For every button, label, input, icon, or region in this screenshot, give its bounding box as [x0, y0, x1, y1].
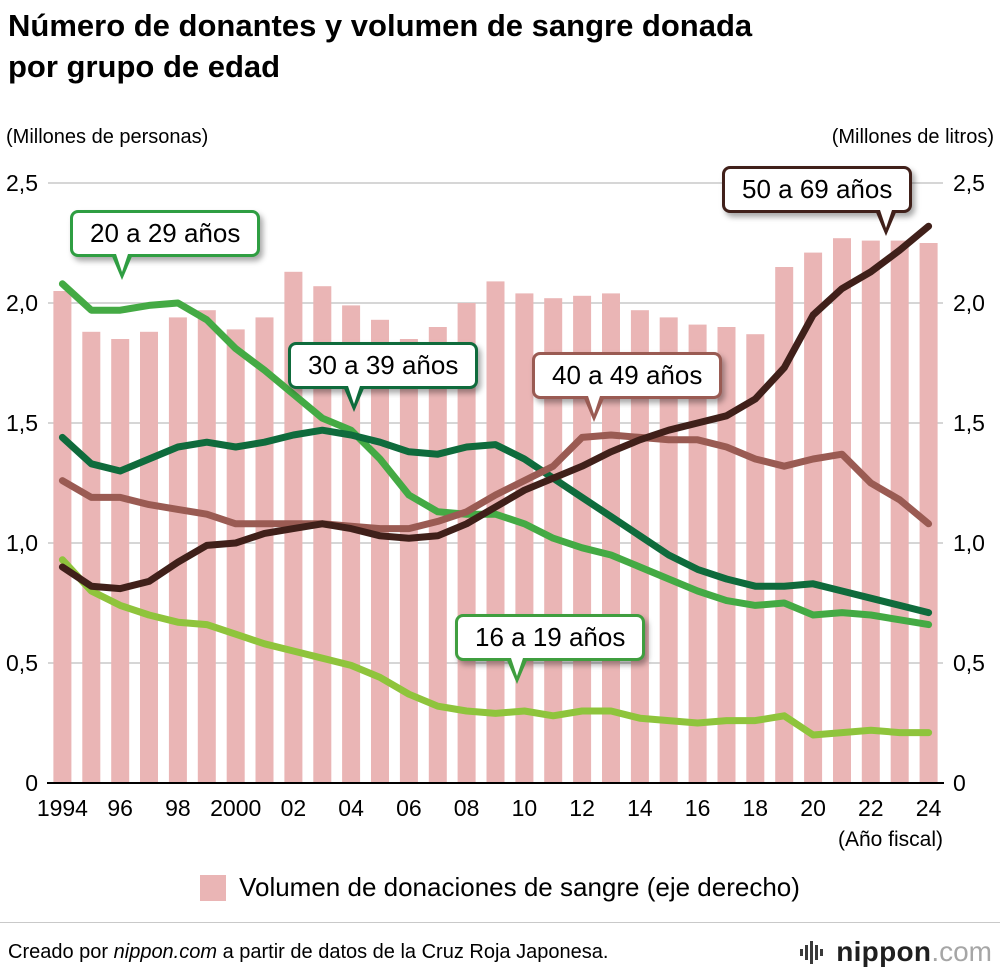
y-axis-label-left: 0	[25, 770, 38, 796]
x-axis-label: 10	[512, 795, 538, 821]
logo-text: nippon	[836, 936, 932, 967]
chart-title-line2: por grupo de edad	[8, 48, 281, 84]
volume-bar	[371, 319, 389, 783]
callout-40-a-49-años: 40 a 49 años	[532, 352, 723, 422]
x-axis-label: 02	[281, 795, 307, 821]
x-axis-label: 14	[627, 795, 653, 821]
x-axis-label: 06	[396, 795, 422, 821]
volume-bar	[804, 252, 823, 784]
x-axis-label: 2000	[210, 795, 261, 821]
volume-bar	[833, 238, 851, 783]
x-axis-label: 96	[107, 795, 133, 821]
x-axis-label: 20	[800, 795, 826, 821]
source-text: Creado por nippon.com a partir de datos …	[8, 941, 608, 964]
waveform-icon	[800, 941, 824, 964]
grid-and-y-labels: 0 0 0,5 0,5 1,0 1,0 1,5 1,5 2,0 2,0 2,5 2,5	[6, 170, 985, 796]
x-axis-label: 12	[569, 795, 595, 821]
x-axis-label: 1994	[37, 795, 88, 821]
source-site: nippon.com	[113, 940, 218, 963]
x-axis-label: 22	[858, 795, 884, 821]
legend: Volumen de donaciones de sangre (eje der…	[0, 872, 1000, 903]
source-suffix: a partir de datos de la Cruz Roja Japone…	[217, 940, 609, 963]
chart-area: 0 0 0,5 0,5 1,0 1,0 1,5 1,5 2,0 2,0 2,5 2,5 1994 96 98…	[0, 158, 1000, 858]
footer: Creado por nippon.com a partir de datos …	[0, 932, 1000, 972]
volume-bar	[746, 334, 765, 783]
x-axis-labels: 1994 96 98 2000 02 04 06 08 10 12 14 16 18 20 22 24	[37, 795, 942, 821]
volume-bar	[140, 331, 158, 783]
y-axis-label-right: 0	[953, 770, 966, 796]
callout-50-a-69-años: 50 a 69 años	[722, 166, 913, 236]
x-axis-label: 18	[743, 795, 769, 821]
y-axis-label-right: 1,0	[953, 530, 985, 556]
y-axis-label-left: 1,5	[6, 410, 38, 436]
y-axis-label-left: 0,5	[6, 650, 38, 676]
x-axis-label: 08	[454, 795, 480, 821]
volume-bar	[486, 281, 505, 783]
line-16-a-19-años	[58, 556, 933, 739]
y-axis-label-left: 2,5	[6, 170, 38, 196]
volume-bar	[226, 329, 245, 783]
volume-bar	[630, 310, 649, 783]
right-axis-unit: (Millones de litros)	[831, 126, 994, 148]
axis-units-row: (Millones de personas) (Millones de litr…	[0, 126, 1000, 149]
y-axis-label-right: 0,5	[953, 650, 985, 676]
volume-bar	[168, 317, 187, 783]
x-axis-label: 24	[916, 795, 942, 821]
nippon-logo: nippon.com	[799, 936, 992, 968]
line-30-a-39-años	[58, 426, 933, 617]
legend-label: Volumen de donaciones de sangre (eje der…	[239, 872, 800, 902]
line-40-a-49-años	[58, 431, 933, 533]
x-axis-label: 16	[685, 795, 711, 821]
volume-bar	[861, 240, 880, 784]
legend-swatch	[200, 874, 227, 901]
volume-bar	[82, 331, 101, 783]
volume-bar	[890, 240, 909, 784]
chart-title-line1: Número de donantes y volumen de sangre d…	[8, 8, 753, 43]
volume-bar	[457, 303, 476, 783]
x-axis-label: 04	[338, 795, 364, 821]
callout-20-a-29-años: 20 a 29 años	[70, 210, 261, 280]
y-axis-label-right: 2,0	[953, 290, 985, 316]
volume-bar	[428, 327, 447, 783]
source-prefix: Creado por	[8, 940, 114, 963]
line-20-a-29-años	[58, 280, 933, 629]
combo-chart: 0 0 0,5 0,5 1,0 1,0 1,5 1,5 2,0 2,0 2,5 2,5 1994 96 98…	[6, 170, 985, 851]
y-axis-label-left: 1,0	[6, 530, 38, 556]
volume-bar	[111, 339, 130, 783]
chart-title: Número de donantes y volumen de sangre d…	[8, 6, 992, 88]
volume-bar	[399, 339, 418, 783]
logo-suffix: .com	[931, 936, 992, 967]
volume-bar	[717, 327, 736, 783]
x-axis-note: (Año fiscal)	[838, 828, 943, 851]
x-axis-label: 98	[165, 795, 191, 821]
volume-bar	[775, 267, 794, 783]
line-50-a-69-años	[58, 222, 933, 593]
volume-bar	[255, 317, 274, 783]
volume-bar	[53, 291, 72, 783]
left-axis-unit: (Millones de personas)	[6, 126, 209, 148]
callout-30-a-39-años: 30 a 39 años	[288, 342, 479, 412]
y-axis-label-right: 1,5	[953, 410, 985, 436]
callout-16-a-19-años: 16 a 19 años	[455, 614, 646, 684]
footer-divider	[0, 922, 1000, 923]
volume-bar	[919, 243, 938, 783]
y-axis-label-left: 2,0	[6, 290, 38, 316]
y-axis-label-right: 2,5	[953, 170, 985, 196]
